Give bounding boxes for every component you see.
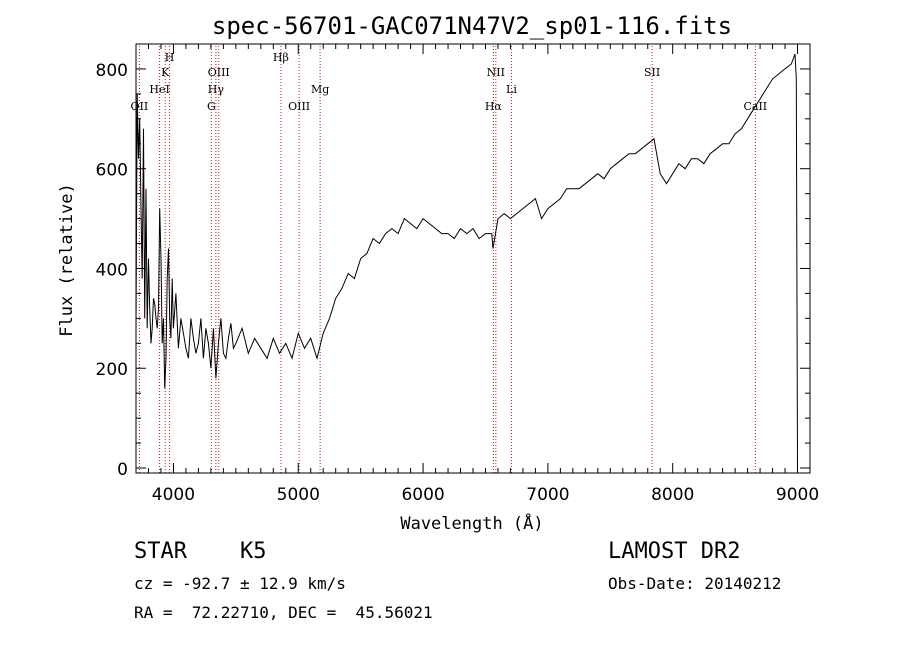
axes: 4000 5000 6000 7000 8000 9000 0 200 400 600 800 <box>96 43 819 505</box>
spectral-line-label: OIII <box>208 66 230 79</box>
y-tick-label: 0 <box>117 460 128 480</box>
survey-label: LAMOST DR2 <box>608 539 741 564</box>
spectral-line-label: NII <box>487 66 505 79</box>
spectral-line-label: Li <box>506 83 517 96</box>
spectral-line-label: Hα <box>485 100 503 113</box>
spectral-line-label: Mg <box>311 83 329 96</box>
spectral-line-label: HeI <box>149 83 169 96</box>
object-class: STAR K5 <box>134 539 267 564</box>
x-tick-label: 5000 <box>277 485 320 505</box>
redshift-text: cz = -92.7 ± 12.9 km/s <box>134 574 346 593</box>
plot-frame <box>135 43 811 474</box>
spectral-line-label: OII <box>131 100 149 113</box>
y-tick-label: 800 <box>96 61 128 81</box>
y-axis-label: Flux (relative) <box>57 183 77 337</box>
x-tick-label: 8000 <box>651 485 694 505</box>
spectral-line-label: Hβ <box>273 51 289 64</box>
x-axis-label: Wavelength (Å) <box>400 512 543 534</box>
coordinates-text: RA = 72.22710, DEC = 45.56021 <box>134 603 433 622</box>
x-tick-label: 9000 <box>776 485 819 505</box>
spectral-line-label: H <box>165 51 175 64</box>
spectral-line-label: Hγ <box>208 83 225 96</box>
x-tick-label: 6000 <box>401 485 444 505</box>
spectrum-line <box>135 53 798 469</box>
spectral-line-label: SII <box>644 66 660 79</box>
spectral-line-label: K <box>161 66 170 79</box>
y-tick-label: 200 <box>96 360 128 380</box>
x-tick-label: 4000 <box>152 485 195 505</box>
y-tick-label: 400 <box>96 260 128 280</box>
obs-date: Obs-Date: 20140212 <box>608 574 782 593</box>
spectral-line-label: G <box>207 100 216 113</box>
x-tick-label: 7000 <box>526 485 569 505</box>
spectral-line-label: OIII <box>288 100 310 113</box>
y-tick-label: 600 <box>96 161 128 181</box>
chart-title: spec-56701-GAC071N47V2_sp01-116.fits <box>212 12 732 40</box>
